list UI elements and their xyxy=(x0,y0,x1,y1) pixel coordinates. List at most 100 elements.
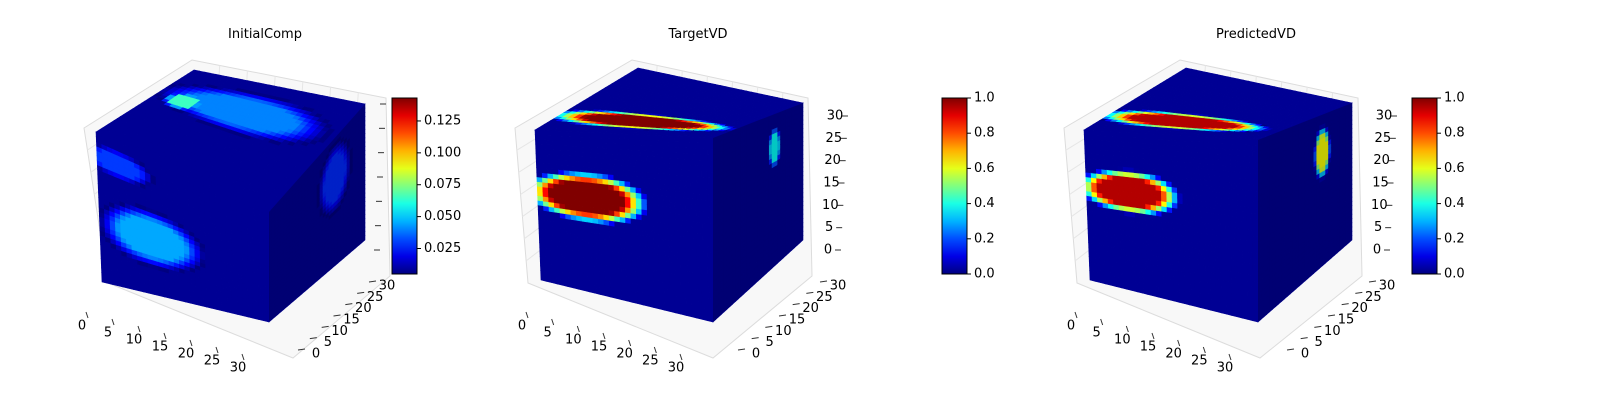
colorbar-tick-label: 0.125 xyxy=(424,113,461,128)
voxel-cell-front xyxy=(657,151,664,158)
voxel-cell-front xyxy=(651,161,659,169)
voxel-cell-front xyxy=(590,137,597,144)
voxel-cell-front xyxy=(629,144,636,151)
voxel-cell-front xyxy=(674,202,681,210)
voxel-cell-front xyxy=(646,204,654,211)
voxel-cell-front xyxy=(640,134,647,141)
voxel-cell-front xyxy=(635,176,642,183)
voxel-cell-front xyxy=(657,183,664,191)
voxel-cell-front xyxy=(652,177,659,185)
voxel-cell-front xyxy=(651,140,658,147)
voxel-cell-front xyxy=(563,169,571,176)
voxel-cell-front xyxy=(668,195,675,203)
voxel-cell-front xyxy=(635,187,642,194)
voxel-cell-front xyxy=(602,183,609,190)
voxel-cell-front xyxy=(618,143,625,150)
voxel-cell-front xyxy=(558,174,565,181)
voxel-cell-front xyxy=(641,192,648,200)
chart-title: InitialComp xyxy=(228,27,302,42)
voxel-cell-front xyxy=(563,150,570,157)
voxel-cell-front xyxy=(557,159,565,166)
voxel-cell-front xyxy=(663,206,670,214)
voxel-cell-front xyxy=(591,167,598,174)
voxel-cell-front xyxy=(618,164,625,171)
voxel-cell-front xyxy=(573,136,581,143)
voxel-cell-front xyxy=(568,145,575,152)
x-axis-tick xyxy=(189,339,193,347)
voxel-cell-front xyxy=(579,151,587,158)
voxel-cell-front xyxy=(623,133,630,140)
voxel-cell-front xyxy=(534,134,542,141)
voxel-cell-front xyxy=(613,158,620,166)
voxel-cell-front xyxy=(634,134,642,141)
voxel-cell-front xyxy=(601,132,608,139)
voxel-cell-front xyxy=(568,131,575,137)
voxel-cell-front xyxy=(657,200,664,207)
voxel-cell-front xyxy=(657,162,664,169)
voxel-cell-front xyxy=(663,211,670,219)
voxel-cell-front xyxy=(652,194,659,201)
voxel-cell-front xyxy=(651,151,658,158)
voxel-cell-front xyxy=(541,158,548,165)
voxel-cell-front xyxy=(629,175,637,183)
voxel-cell-front xyxy=(646,193,653,201)
voxel-cell-front xyxy=(552,149,559,156)
voxel-cell-front xyxy=(635,165,642,173)
voxel-cell-front xyxy=(607,163,614,170)
voxel-cell-front xyxy=(663,184,670,192)
voxel-cell-front xyxy=(557,154,565,161)
voxel-cell-front xyxy=(634,139,642,146)
voxel-cell-front xyxy=(552,154,559,161)
voxel-cell-front xyxy=(579,141,586,148)
voxel-cell-front xyxy=(602,193,610,201)
voxel-cell-front xyxy=(651,172,659,180)
voxel-cell-front xyxy=(668,212,675,220)
voxel-cell-front xyxy=(601,147,609,155)
voxel-cell-front xyxy=(562,130,569,137)
voxel-cell-front xyxy=(662,135,669,142)
voxel-cell-front xyxy=(607,132,614,139)
voxel-cell-front xyxy=(641,187,648,195)
voxel-cell-front xyxy=(545,134,553,141)
voxel-cell-front xyxy=(574,160,581,168)
voxel-cell-front xyxy=(535,153,542,159)
voxel-cell-front xyxy=(597,187,604,195)
y-axis-tick-label: 30 xyxy=(379,279,396,294)
voxel-cell-front xyxy=(646,172,653,179)
voxel-cell-front xyxy=(579,136,586,143)
voxel-cell-front xyxy=(619,190,626,197)
voxel-cell-front xyxy=(552,159,559,166)
voxel-cell-front xyxy=(629,133,636,141)
voxel-cell-front xyxy=(607,148,614,155)
voxel-cell-front xyxy=(652,210,659,218)
voxel-cell-front xyxy=(536,171,543,178)
voxel-cell-front xyxy=(657,167,664,175)
voxel-cell-front xyxy=(663,195,670,203)
voxel-cell-front xyxy=(619,180,626,187)
colorbar xyxy=(391,97,418,275)
voxel-cell-front xyxy=(619,185,626,192)
voxel-cell-front xyxy=(596,137,603,144)
voxel-cell-front xyxy=(668,141,675,148)
voxel-cell-front xyxy=(640,166,648,173)
voxel-cell-front xyxy=(662,168,670,175)
voxel-cell-front xyxy=(668,152,675,159)
voxel-cell-front xyxy=(663,200,670,208)
voxel-cell-front xyxy=(557,149,564,156)
x-axis-tick xyxy=(215,346,219,354)
voxel-cell-front xyxy=(558,164,565,171)
voxel-cell-front xyxy=(607,173,615,181)
voxel-cell-front xyxy=(602,188,609,196)
voxel-cell-front xyxy=(541,167,549,174)
voxel-cell-front xyxy=(585,176,593,184)
voxel-cell-front xyxy=(635,181,642,189)
voxel-cell-front xyxy=(552,168,560,175)
voxel-cell-front xyxy=(630,196,637,204)
voxel-cell-front xyxy=(623,138,631,146)
voxel-cell-front xyxy=(646,145,653,152)
voxel-cell-front xyxy=(547,163,554,170)
voxel-cell-front xyxy=(574,156,581,163)
voxel-cell-front xyxy=(586,181,593,189)
voxel-cell-front xyxy=(657,205,664,213)
voxel-cell-front xyxy=(635,192,642,199)
